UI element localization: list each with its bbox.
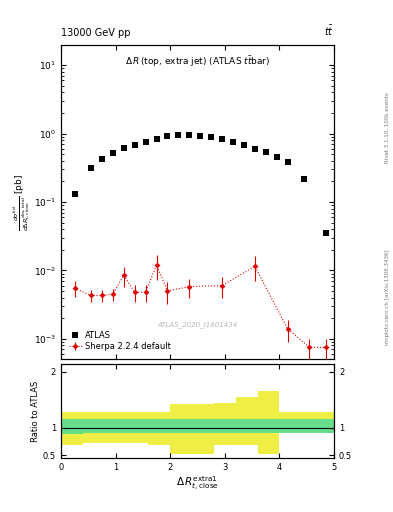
Text: mcplots.cern.ch [arXiv:1306.3436]: mcplots.cern.ch [arXiv:1306.3436] bbox=[385, 249, 390, 345]
Text: $\Delta\,R\,$(top, extra jet) (ATLAS $t\bar{t}$bar): $\Delta\,R\,$(top, extra jet) (ATLAS $t\… bbox=[125, 54, 270, 69]
ATLAS bbox=[220, 136, 224, 142]
Line: ATLAS: ATLAS bbox=[72, 133, 329, 236]
ATLAS bbox=[231, 139, 235, 145]
ATLAS bbox=[274, 154, 279, 160]
ATLAS bbox=[187, 132, 192, 138]
ATLAS bbox=[323, 230, 328, 236]
ATLAS bbox=[110, 150, 115, 156]
Y-axis label: $\frac{d\sigma^{\rm fid}}{d\Delta R_{t,{\rm close}}^{{\rm obs,total}}}$ [pb]: $\frac{d\sigma^{\rm fid}}{d\Delta R_{t,{… bbox=[12, 174, 32, 230]
ATLAS bbox=[132, 142, 137, 148]
ATLAS bbox=[242, 142, 246, 148]
Text: $t\bar{t}$: $t\bar{t}$ bbox=[324, 25, 334, 38]
ATLAS bbox=[72, 191, 77, 197]
Text: ATLAS_2020_I1801434: ATLAS_2020_I1801434 bbox=[157, 322, 238, 328]
ATLAS bbox=[198, 133, 202, 139]
ATLAS bbox=[209, 134, 213, 140]
ATLAS bbox=[263, 150, 268, 156]
ATLAS bbox=[88, 165, 93, 172]
Y-axis label: Ratio to ATLAS: Ratio to ATLAS bbox=[31, 380, 40, 441]
ATLAS bbox=[302, 176, 307, 182]
Text: 13000 GeV pp: 13000 GeV pp bbox=[61, 28, 130, 38]
ATLAS bbox=[121, 145, 126, 152]
Text: Rivet 3.1.10, 100k events: Rivet 3.1.10, 100k events bbox=[385, 93, 390, 163]
ATLAS bbox=[252, 146, 257, 152]
Legend: ATLAS, Sherpa 2.2.4 default: ATLAS, Sherpa 2.2.4 default bbox=[66, 328, 174, 354]
ATLAS bbox=[285, 159, 290, 165]
ATLAS bbox=[165, 133, 170, 139]
ATLAS bbox=[143, 139, 148, 145]
ATLAS bbox=[99, 156, 104, 162]
ATLAS bbox=[176, 132, 181, 138]
ATLAS bbox=[154, 136, 159, 142]
X-axis label: $\Delta\,R_{t,{\rm close}}^{{\rm extra1}}$: $\Delta\,R_{t,{\rm close}}^{{\rm extra1}… bbox=[176, 475, 219, 493]
